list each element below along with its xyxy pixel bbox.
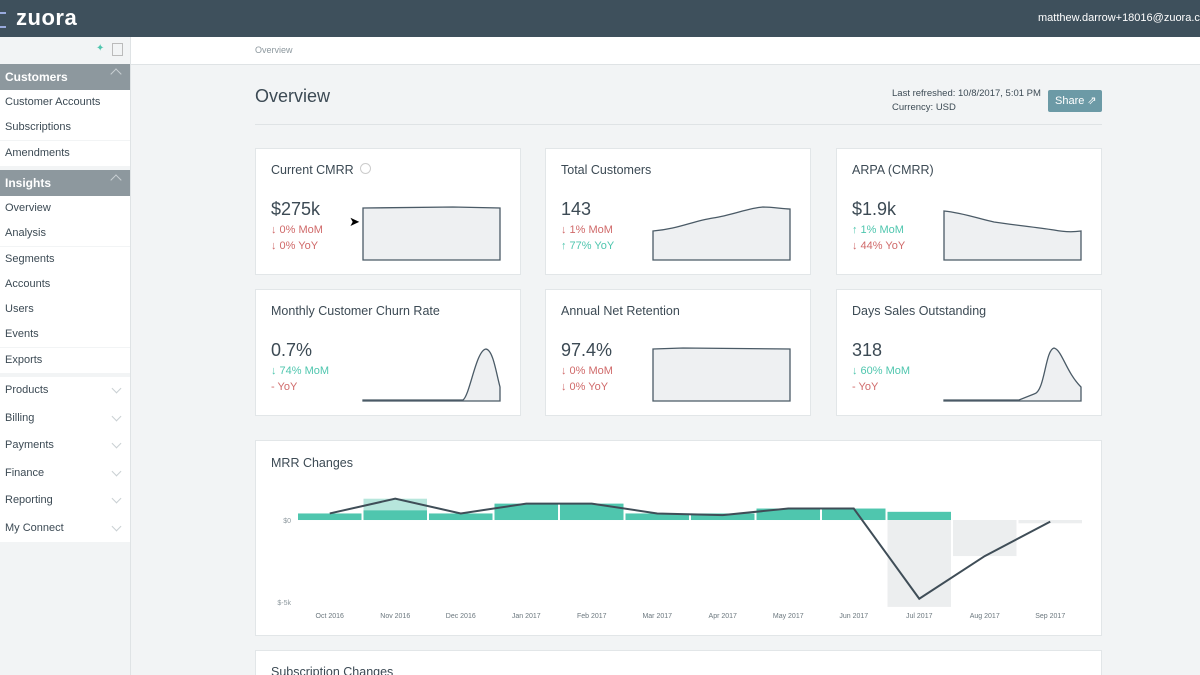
nav-item[interactable]: Events: [0, 322, 130, 348]
card-title: Monthly Customer Churn Rate: [271, 304, 440, 318]
section-header[interactable]: Insights: [0, 169, 130, 196]
y-tick-label: $-5k: [277, 600, 291, 607]
metric-change: ↓ 60% MoM: [852, 365, 911, 377]
bar: [822, 508, 886, 521]
nav-item[interactable]: Overview: [0, 195, 130, 221]
share-label: Share: [1055, 95, 1085, 107]
metric-change: ↓ 0% YoY: [271, 240, 319, 252]
nav-item[interactable]: Subscriptions: [0, 115, 130, 141]
info-icon: [360, 163, 371, 174]
nav-item[interactable]: Products: [0, 377, 130, 405]
metric-change: ↓ 0% MoM: [561, 365, 613, 377]
metric-value: $1.9k: [852, 199, 897, 219]
metric-change: ↓ 0% YoY: [561, 381, 609, 393]
bar: [756, 508, 820, 521]
nav-item[interactable]: Finance: [0, 459, 130, 487]
line: [329, 497, 1051, 601]
metric-change: ↓ 74% MoM: [271, 365, 330, 377]
metric-change: - YoY: [271, 381, 298, 393]
nav-item[interactable]: Amendments: [0, 140, 130, 166]
collapse-icon[interactable]: [112, 43, 123, 56]
metric-change: - YoY: [852, 381, 879, 393]
bar: [625, 513, 689, 521]
card-title: Subscription Changes: [271, 665, 394, 675]
menu-icon[interactable]: [0, 12, 6, 28]
x-tick-label: Dec 2016: [446, 613, 476, 620]
section-header[interactable]: Customers: [0, 64, 130, 90]
nav-item[interactable]: Accounts: [0, 271, 130, 297]
chart-title: MRR Changes: [271, 456, 353, 470]
nav-item[interactable]: My Connect: [0, 514, 130, 542]
nav-item[interactable]: Billing: [0, 404, 130, 432]
x-tick-label: Apr 2017: [709, 613, 738, 620]
bar: [887, 520, 951, 607]
nav-item[interactable]: Reporting: [0, 487, 130, 515]
refreshed: Last refreshed: 10/8/2017, 5:01 PM: [892, 88, 1041, 99]
metric-change: ↓ 1% MoM: [561, 224, 613, 236]
x-tick-label: Nov 2016: [380, 613, 410, 620]
nav-item[interactable]: Exports: [0, 347, 130, 373]
card-title: ARPA (CMRR): [852, 163, 934, 177]
x-tick-label: Jul 2017: [906, 613, 933, 620]
nav-item[interactable]: Analysis: [0, 221, 130, 247]
x-tick-label: Mar 2017: [642, 613, 672, 620]
x-tick-label: Feb 2017: [577, 613, 607, 620]
x-tick-label: Jun 2017: [839, 613, 868, 620]
nav-item[interactable]: Payments: [0, 432, 130, 460]
cursor: ➤: [349, 214, 360, 229]
x-tick-label: Aug 2017: [970, 613, 1000, 620]
bar: [363, 510, 427, 521]
breadcrumb[interactable]: Overview: [255, 45, 293, 55]
card-title: Current CMRR: [271, 163, 354, 177]
metric-value: 143: [561, 199, 592, 219]
page-title: Overview: [255, 86, 331, 106]
card-title: Total Customers: [561, 163, 652, 177]
currency: Currency: USD: [892, 102, 956, 113]
metric-value: 318: [852, 340, 883, 360]
metric-change: ↓ 0% MoM: [271, 224, 323, 236]
metric-value: $275k: [271, 199, 321, 219]
x-tick-label: May 2017: [773, 613, 804, 620]
x-tick-label: Jan 2017: [512, 613, 541, 620]
metric-value: 0.7%: [271, 340, 313, 360]
bar: [560, 503, 624, 521]
top-bar: zuora matthew.darrow+18016@zuora.com: [0, 0, 1200, 37]
metric-value: 97.4%: [561, 340, 613, 360]
bar: [298, 513, 362, 521]
metric-change: ↓ 44% YoY: [852, 240, 906, 252]
bar: [953, 520, 1017, 557]
metric-change: ↑ 1% MoM: [852, 224, 904, 236]
x-tick-label: Sep 2017: [1035, 613, 1065, 620]
pin-icon[interactable]: ✦: [96, 43, 105, 54]
nav-item[interactable]: Segments: [0, 246, 130, 272]
divider: [255, 124, 1102, 125]
sidebar: ✦ Customers Customer Accounts Subscription…: [0, 37, 131, 675]
logo[interactable]: zuora: [16, 5, 78, 30]
bar: [887, 511, 951, 521]
x-tick-label: Oct 2016: [316, 613, 345, 620]
nav-item[interactable]: Users: [0, 297, 130, 323]
card-title: Days Sales Outstanding: [852, 304, 987, 318]
nav-item[interactable]: Customer Accounts: [0, 90, 130, 115]
subscription-card: Subscription Changes: [255, 650, 1102, 675]
card-title: Annual Net Retention: [561, 304, 680, 318]
metric-change: ↑ 77% YoY: [561, 240, 615, 252]
y-tick-label: $0: [283, 518, 291, 525]
bar: [429, 513, 493, 521]
bar: [494, 503, 558, 521]
bar: [691, 513, 755, 521]
share-button[interactable]: Share ⇗: [1048, 90, 1102, 112]
user[interactable]: matthew.darrow+18016@zuora.com: [1038, 12, 1200, 24]
breadcrumb-bar: Overview: [131, 37, 1200, 65]
bar: [363, 498, 427, 511]
